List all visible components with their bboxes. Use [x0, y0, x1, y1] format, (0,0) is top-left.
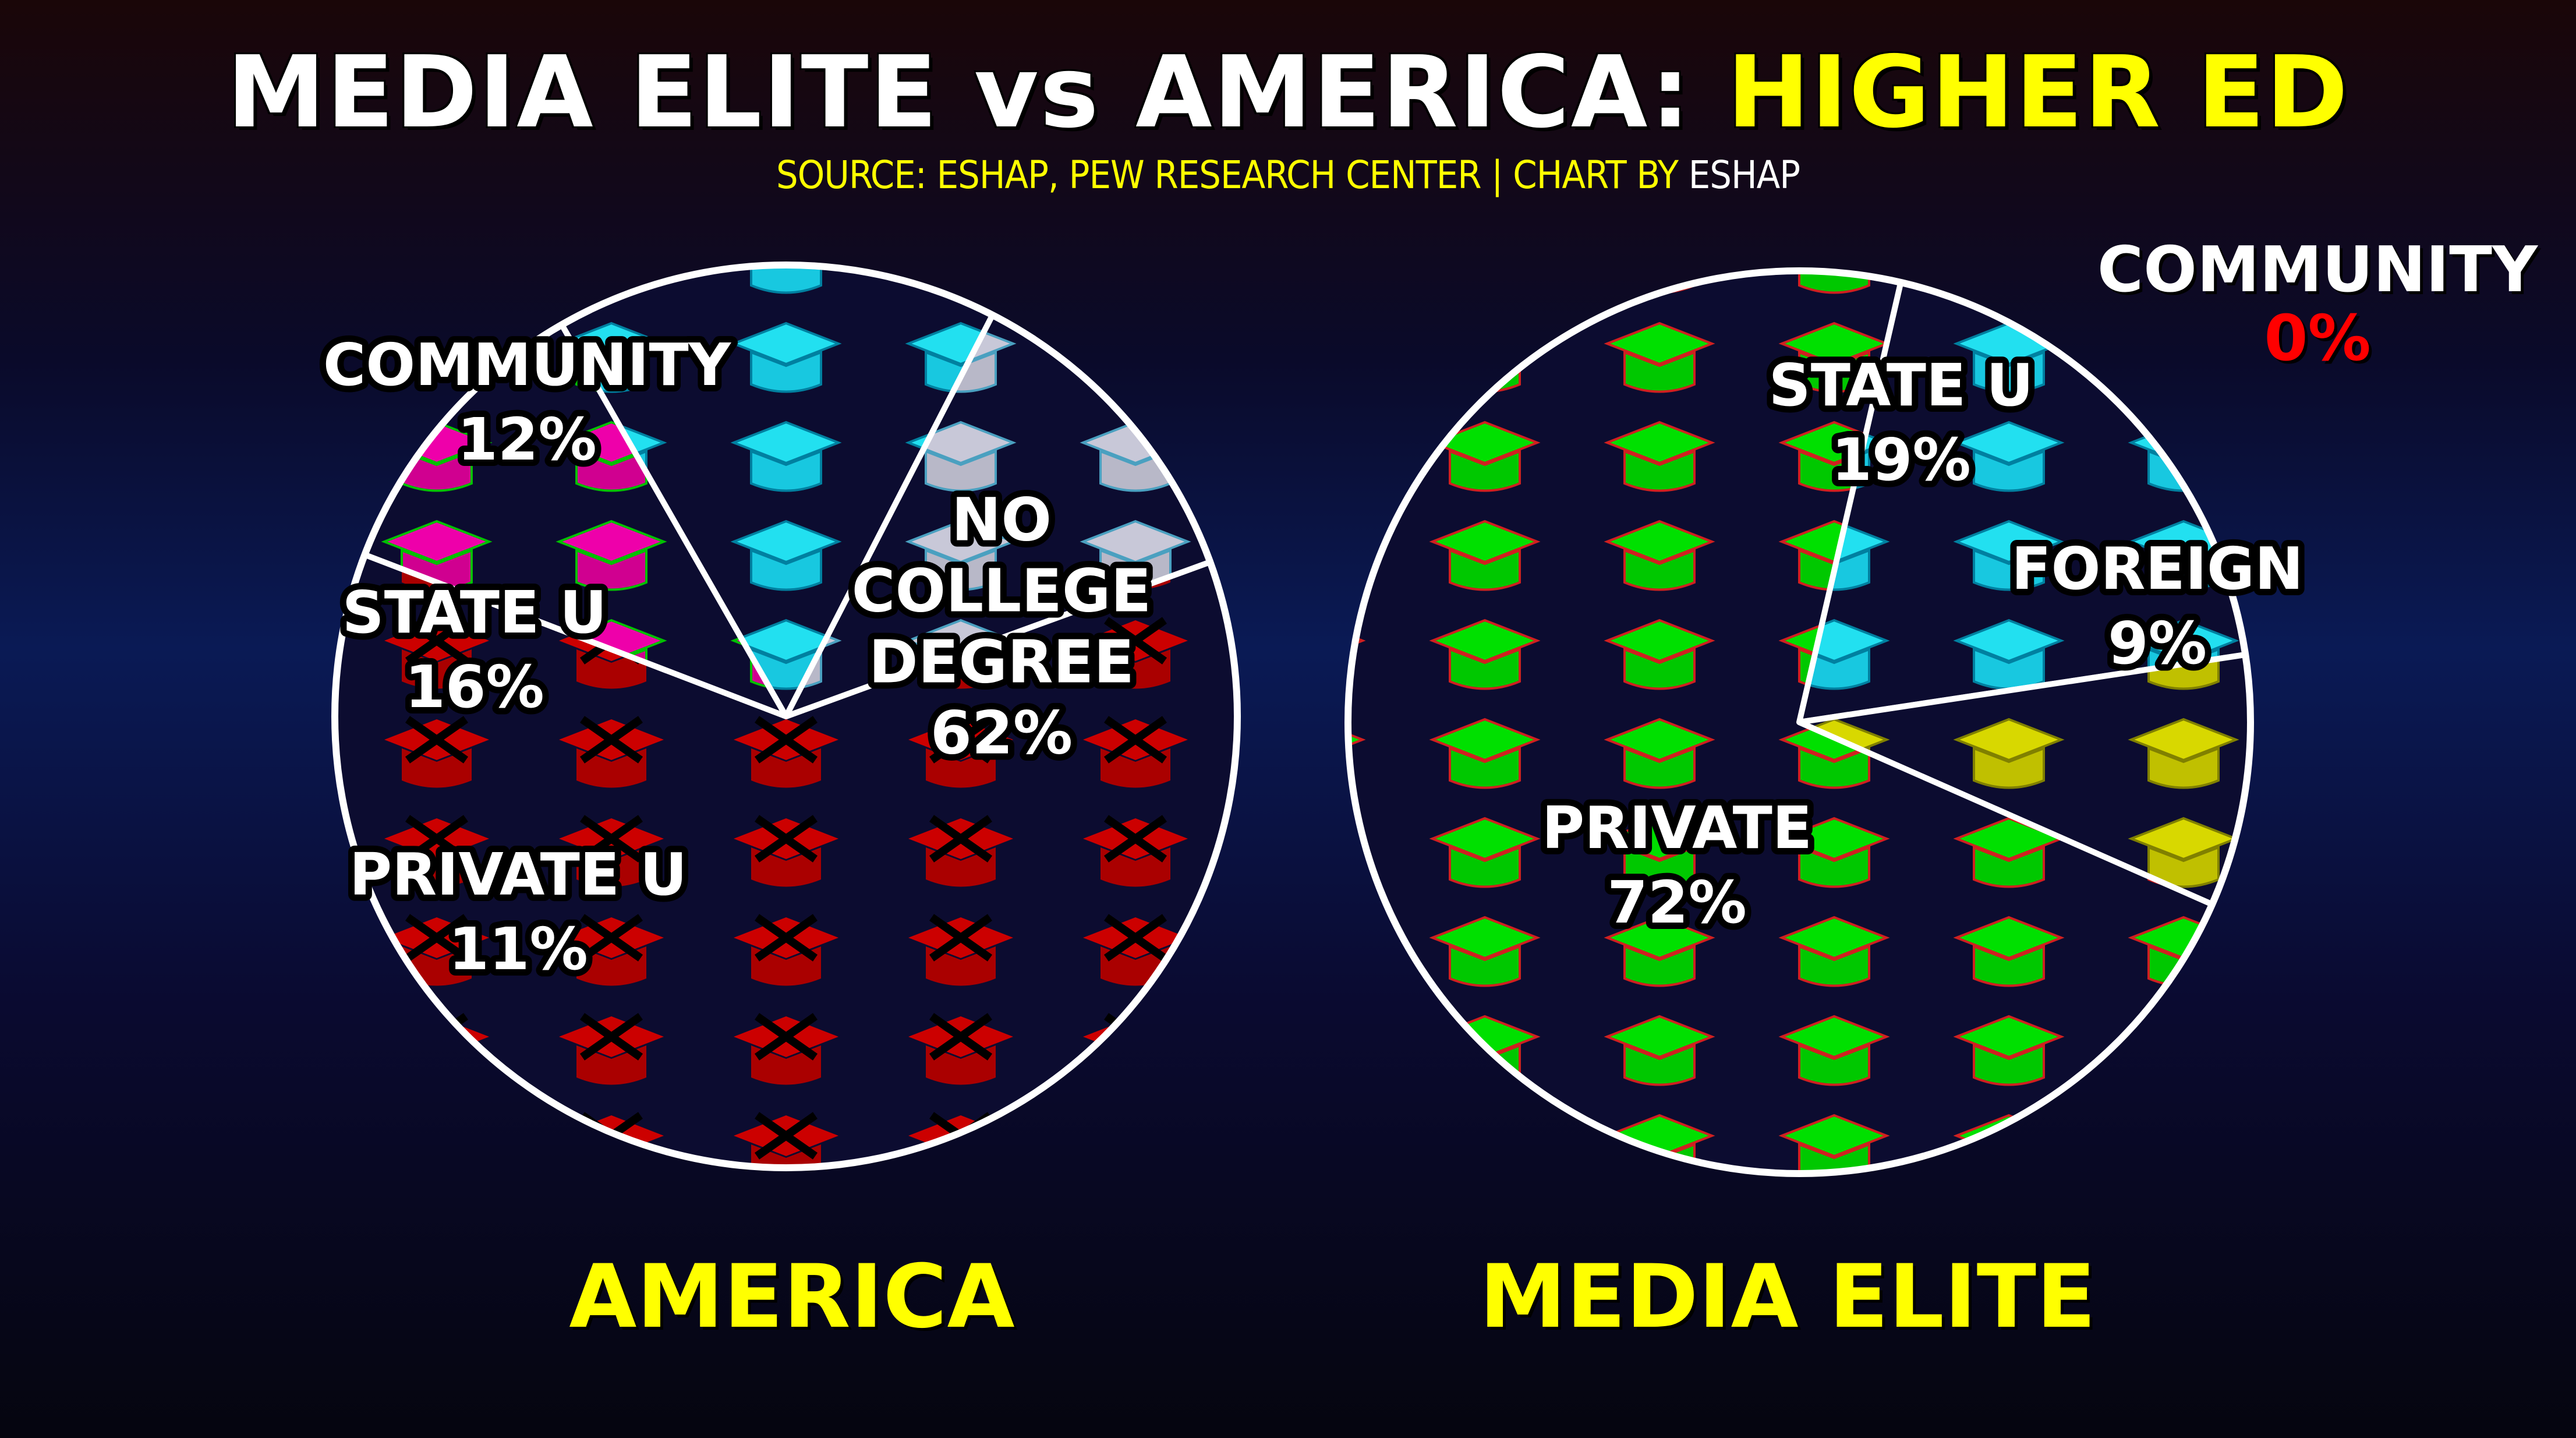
media-community-label: COMMUNITY — [2097, 234, 2538, 306]
slice-label-line: PRIVATE U — [349, 840, 687, 909]
chart-subtitle: SOURCE: ESHAP, PEW RESEARCH CENTER | CHA… — [0, 153, 2576, 197]
slice-label-line: DEGREE — [869, 628, 1134, 697]
media-pie-outline — [1344, 267, 2254, 1177]
slice-label-line: COLLEGE — [852, 557, 1152, 626]
media-community-note: COMMUNITY 0% — [2096, 236, 2539, 373]
source-credit: SOURCE: ESHAP, PEW RESEARCH CENTER | CHA… — [776, 153, 1679, 197]
slice-value: 62% — [930, 699, 1073, 768]
america-label-private-u: PRIVATE U 11% — [349, 840, 687, 983]
chart-title-main: MEDIA ELITE vs AMERICA: — [227, 35, 1692, 150]
slice-label-line: PRIVATE — [1542, 794, 1812, 862]
slice-label-line: STATE U — [342, 578, 607, 646]
chart-title-highlight: HIGHER ED — [1726, 35, 2349, 150]
slice-value: 12% — [457, 405, 596, 474]
media-community-value: 0% — [2264, 302, 2371, 375]
media-label-foreign: FOREIGN 9% — [2011, 535, 2303, 677]
america-pie-outline — [331, 262, 1241, 1171]
slice-value: 72% — [1607, 868, 1746, 937]
slice-label-line: COMMUNITY — [323, 331, 732, 399]
pie-title-media-elite: MEDIA ELITE — [1479, 1246, 2096, 1348]
chart-title: MEDIA ELITE vs AMERICA: HIGHER ED — [0, 35, 2576, 150]
pie-title-america: AMERICA — [569, 1246, 1015, 1348]
chart-header: MEDIA ELITE vs AMERICA: HIGHER ED SOURCE… — [0, 35, 2576, 197]
pie-media-elite: STATE U 19% FOREIGN 9% PRIVATE 72% — [1344, 267, 2310, 1177]
america-label-no-college-degree: NO COLLEGE DEGREE 62% — [852, 486, 1152, 768]
slice-value: 11% — [448, 915, 588, 983]
media-label-private: PRIVATE 72% — [1542, 794, 1812, 937]
pie-america: NO COLLEGE DEGREE 62% PRIVATE U 11% STATE U 16%… — [317, 262, 1241, 1171]
america-label-community: COMMUNITY 12% — [323, 331, 732, 474]
slice-value: 19% — [1831, 426, 1970, 494]
slice-value: 9% — [2108, 609, 2207, 677]
slice-label-line: NO — [951, 486, 1052, 555]
america-label-state-u: STATE U 16% — [342, 578, 607, 721]
slice-label-line: FOREIGN — [2011, 535, 2303, 603]
media-label-state-u: STATE U 19% — [1769, 351, 2034, 494]
slice-label-line: STATE U — [1769, 351, 2034, 419]
author-credit: ESHAP — [1688, 153, 1800, 197]
slice-value: 16% — [405, 653, 544, 721]
